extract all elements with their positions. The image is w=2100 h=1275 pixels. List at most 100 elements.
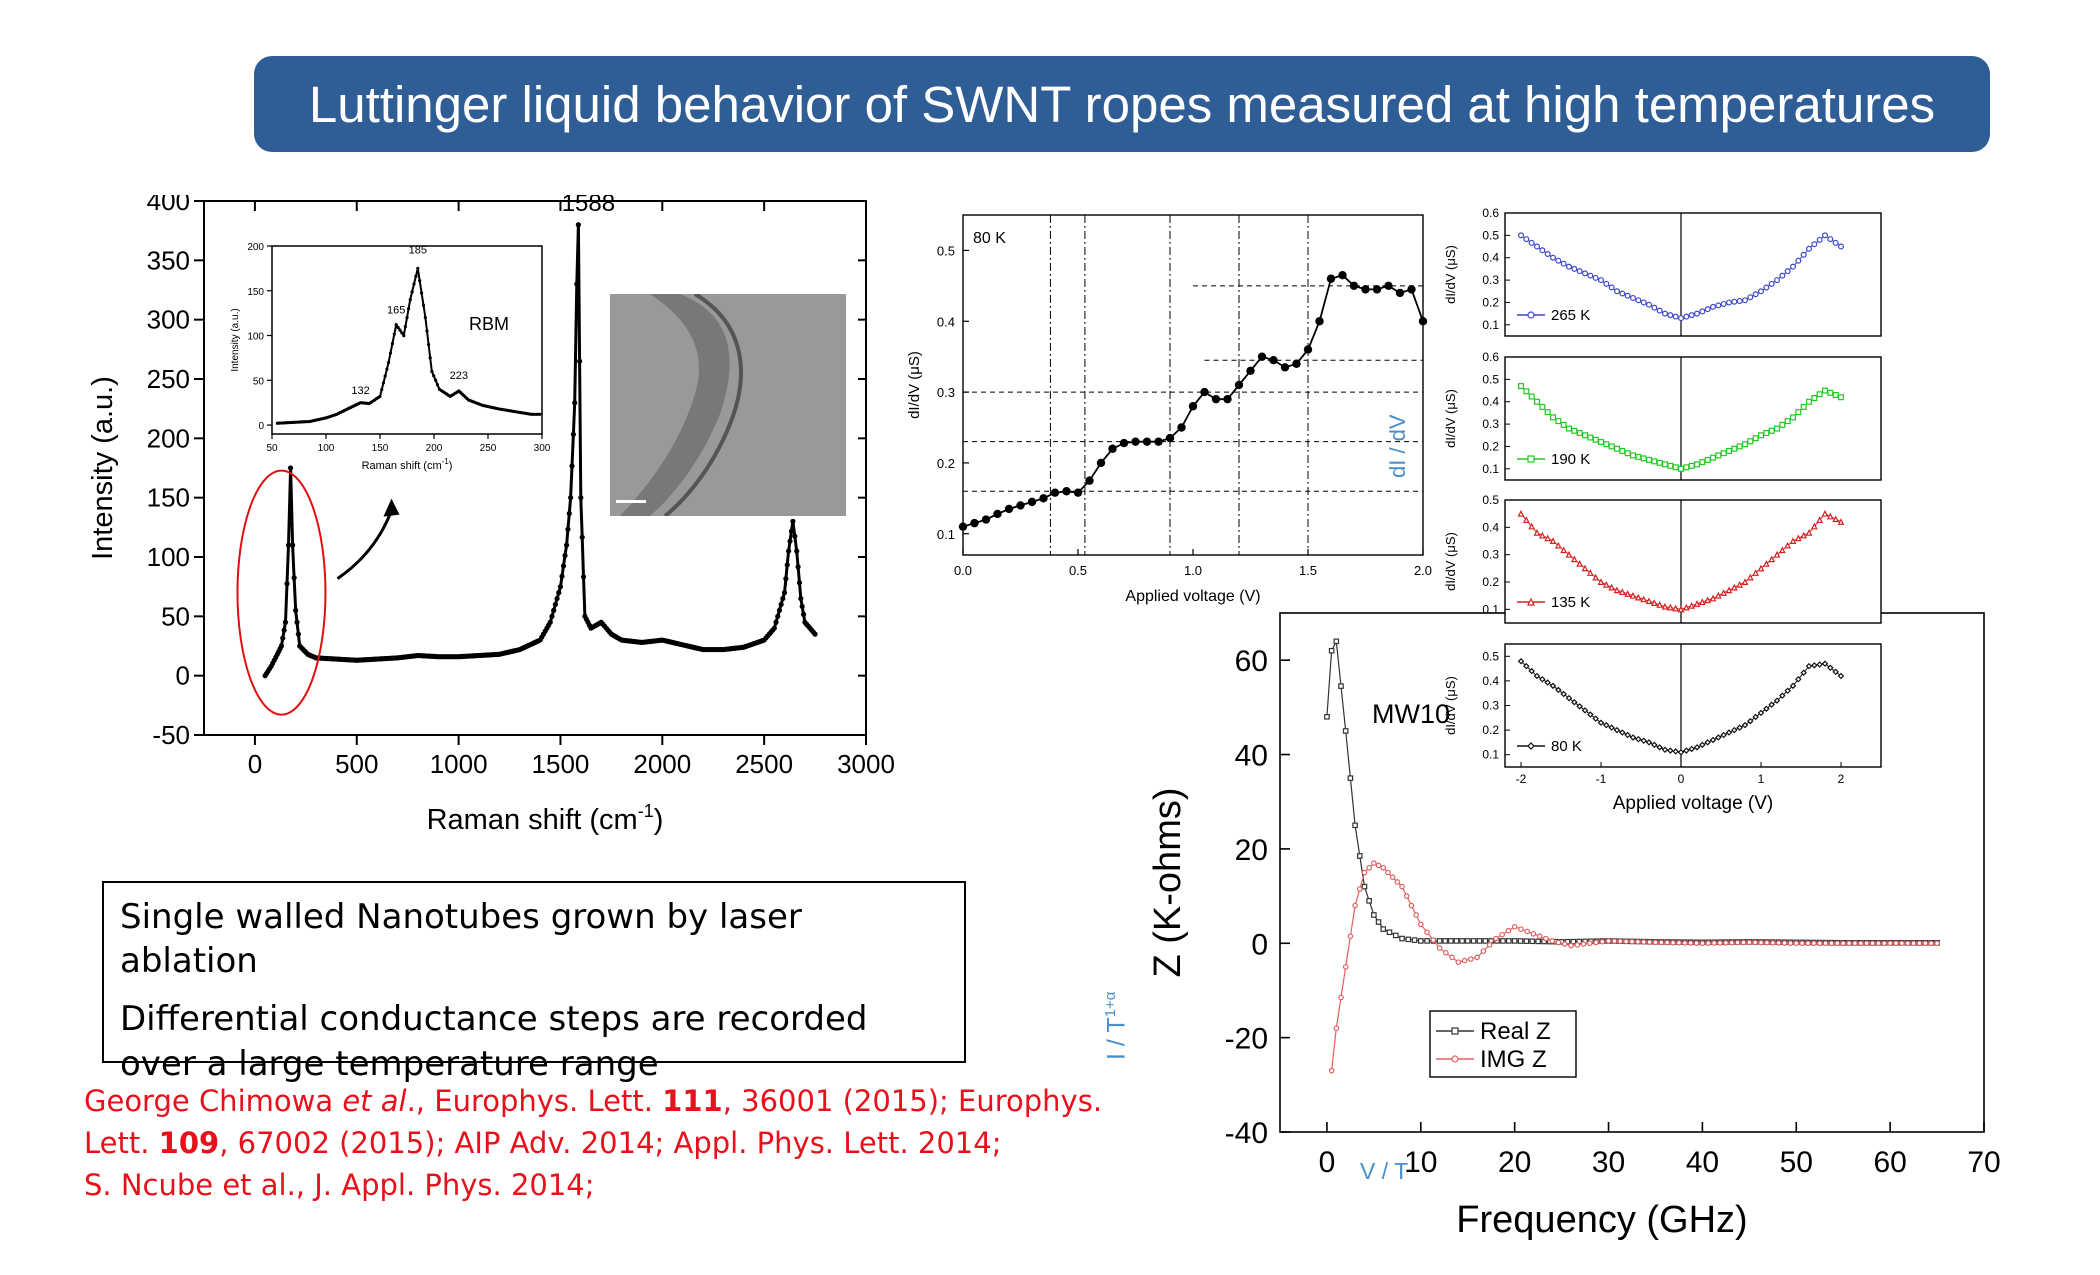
temp-panel-point <box>1603 721 1610 729</box>
z-point <box>1893 940 1899 947</box>
temp-panel-point <box>1624 292 1631 299</box>
raman-point <box>795 564 801 570</box>
temp-panel-point <box>1715 302 1722 309</box>
z-point <box>1852 940 1858 947</box>
temp-panel-point <box>1832 515 1840 523</box>
temp-panel-y-tick-label: 0.4 <box>1482 520 1499 534</box>
raman-x-tick-label: 2500 <box>735 749 793 779</box>
temp-panel-point <box>1752 291 1759 298</box>
temp-panel-point <box>1800 251 1807 258</box>
steps-point <box>1050 488 1060 497</box>
z-point <box>1468 956 1474 962</box>
temp-panel-point <box>1742 297 1749 304</box>
temp-panel-y-tick-label: 0.5 <box>1482 228 1499 242</box>
temp-panel-y-axis-label: dI/dV (μS) <box>1443 389 1458 448</box>
steps-y-tick-label: 0.3 <box>937 385 955 400</box>
rbm-x-tick-label: 250 <box>480 443 497 454</box>
z-y-tick-label: 60 <box>1235 645 1268 678</box>
raman-y-tick-label: 350 <box>147 245 190 275</box>
temp-panel-point <box>1656 459 1663 466</box>
raman-point <box>291 575 297 581</box>
z-point <box>1922 940 1929 947</box>
temp-panel-point <box>1752 713 1759 721</box>
z-point <box>1728 939 1735 946</box>
temp-panel-point <box>1651 304 1658 311</box>
raman-point <box>792 533 798 539</box>
temp-panel-point <box>1517 383 1524 390</box>
raman-y-tick-label: 300 <box>147 305 190 335</box>
temp-panel-point <box>1640 737 1647 745</box>
temp-panel-point <box>1528 667 1535 675</box>
temp-panel-point <box>1779 421 1786 428</box>
z-point <box>1352 822 1358 829</box>
raman-x-tick-label: 0 <box>248 749 262 779</box>
steps-point <box>1407 285 1416 294</box>
temp-panel-point <box>1640 299 1647 306</box>
temp-panel-point <box>1805 662 1813 670</box>
temp-panel-point <box>1800 531 1808 539</box>
temp-panel-y-tick-label: 0.1 <box>1482 602 1499 616</box>
temp-panel-point <box>1565 694 1573 702</box>
z-point <box>1570 938 1577 945</box>
temp-panel-point <box>1603 280 1610 287</box>
z-point <box>1646 939 1653 945</box>
raman-point <box>294 619 300 625</box>
z-point <box>1413 912 1419 918</box>
rbm-point <box>381 381 386 385</box>
temp-panel-point <box>1555 418 1562 425</box>
rbm-y-tick-label: 50 <box>253 376 265 387</box>
raman-point <box>799 603 805 610</box>
z-point <box>1424 938 1430 944</box>
steps-point <box>1338 271 1347 280</box>
z-legend-box <box>1429 1010 1577 1078</box>
temp-panel-point <box>1571 265 1578 272</box>
z-point <box>1436 938 1443 944</box>
steps-point <box>1188 402 1198 411</box>
rbm-y-tick-label: 0 <box>258 421 264 432</box>
temp-panel-point <box>1672 464 1679 471</box>
z-point <box>1881 940 1888 947</box>
z-point <box>1805 940 1811 947</box>
z-point <box>1910 940 1917 947</box>
temp-panel-point <box>1800 403 1807 410</box>
temp-panel-y-tick-label: 0.5 <box>1482 372 1499 386</box>
temp-panel-point <box>1528 393 1535 400</box>
steps-point <box>1292 359 1301 368</box>
temp-panel-point <box>1667 462 1674 469</box>
raman-point <box>566 510 572 517</box>
z-point <box>1799 940 1805 947</box>
raman-point <box>775 613 781 619</box>
rbm-y-tick-label: 200 <box>247 242 264 253</box>
temp-panel-point <box>1538 531 1546 539</box>
z-x-tick-label: 60 <box>1873 1146 1906 1179</box>
rbm-x-tick-label: 100 <box>318 443 335 454</box>
temp-panel-point <box>1544 250 1551 257</box>
temp-panel-point <box>1790 414 1797 421</box>
didv-steps-chart: 0.0 0.5 1.0 1.5 2.0 0.1 0.2 0.3 0.4 0.5 Applied vo… <box>906 214 1432 605</box>
temp-panel-x-tick-label: 2 <box>1838 772 1845 786</box>
temp-panel-point <box>1699 308 1706 315</box>
temp-panel-point <box>1726 299 1733 306</box>
raman-peak-label: 1588 <box>562 195 615 217</box>
rbm-point <box>410 290 414 294</box>
steps-x-tick-label: 0.5 <box>1069 563 1087 578</box>
temp-panel-point <box>1741 721 1749 729</box>
steps-point <box>1119 438 1129 448</box>
temp-panel-point <box>1693 600 1701 607</box>
rbm-point <box>392 332 396 336</box>
temp-panel-point <box>1779 272 1786 279</box>
temp-panel-point <box>1555 257 1562 264</box>
steps-series-line <box>962 274 1424 528</box>
temp-panel-point <box>1838 243 1845 250</box>
z-x-tick-label: 10 <box>1404 1146 1437 1179</box>
raman-point <box>556 590 562 596</box>
temp-panel-y-tick-label: 0.3 <box>1482 273 1499 287</box>
z-point <box>1530 931 1537 937</box>
temp-panel-point <box>1582 270 1589 277</box>
z-point <box>1342 964 1349 970</box>
z-point <box>1342 728 1349 734</box>
steps-point <box>1016 501 1025 510</box>
z-legend-label: Real Z <box>1480 1018 1551 1045</box>
temp-panel-point <box>1810 522 1818 530</box>
z-point <box>1863 940 1870 947</box>
